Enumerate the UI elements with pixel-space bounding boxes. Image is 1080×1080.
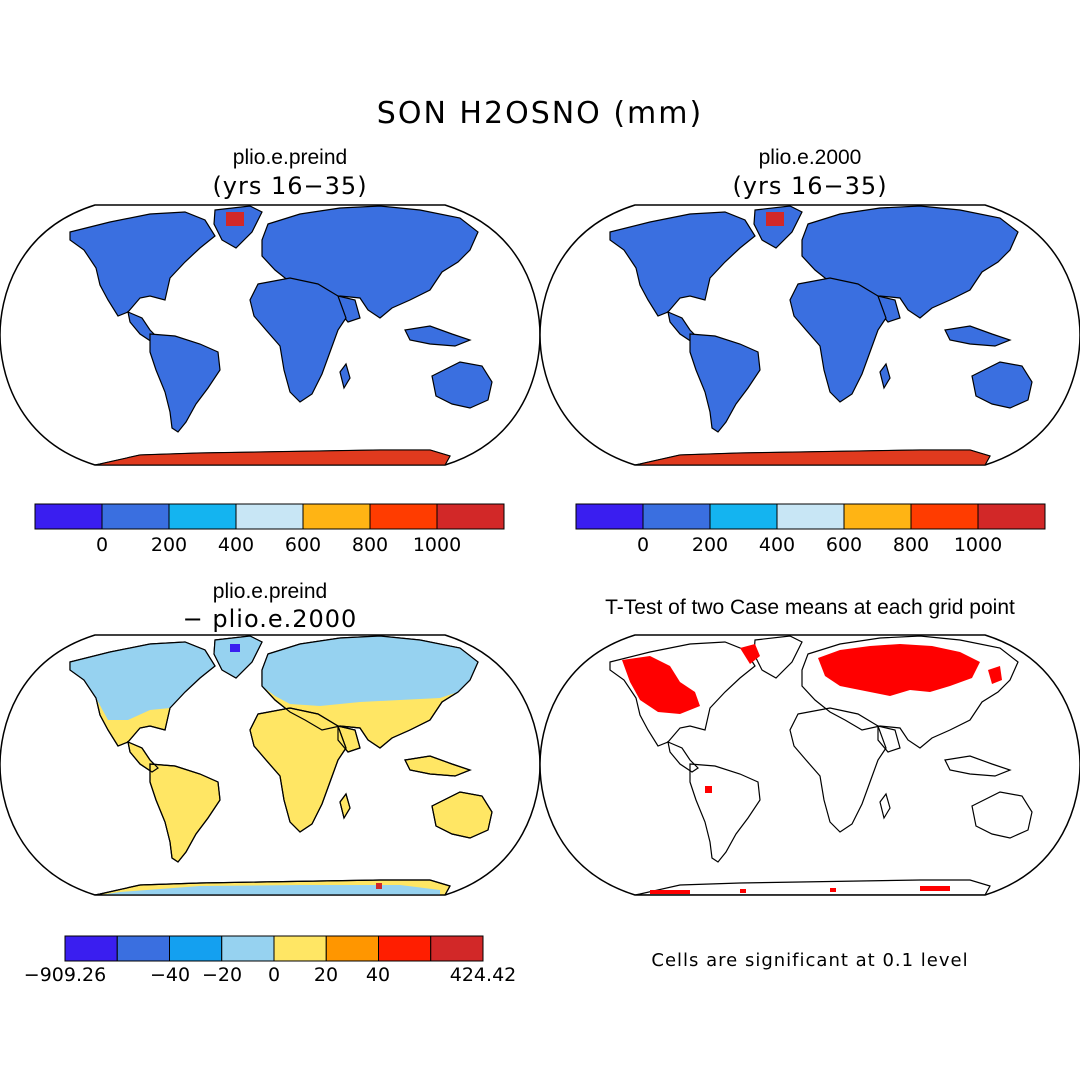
colorbar-swatch bbox=[235, 503, 304, 530]
colorbar-absolute-left bbox=[34, 503, 505, 530]
colorbar-tick-label: 1000 bbox=[412, 534, 462, 556]
panel1-map bbox=[0, 204, 541, 466]
greenland-high-snow bbox=[226, 212, 244, 226]
panel4-map bbox=[539, 634, 1080, 896]
greenland-negative-spot bbox=[230, 644, 240, 652]
panel2-title: plio.e.2000 bbox=[758, 146, 862, 169]
greenland-high-snow bbox=[766, 212, 784, 226]
colorbar-swatch bbox=[843, 503, 912, 530]
colorbar-tick-label: 600 bbox=[825, 534, 863, 556]
colorbar-swatch bbox=[169, 935, 223, 962]
colorbar-tick-label: −909.26 bbox=[23, 964, 107, 986]
colorbar-swatch bbox=[642, 503, 711, 530]
colorbar-tick-label: 400 bbox=[758, 534, 796, 556]
colorbar-tick-label: 424.42 bbox=[449, 964, 517, 986]
colorbar-tick-label: 200 bbox=[691, 534, 729, 556]
figure-title: SON H2OSNO (mm) bbox=[376, 96, 704, 131]
colorbar-swatch bbox=[369, 503, 438, 530]
colorbar-swatch bbox=[302, 503, 371, 530]
colorbar-swatch bbox=[378, 935, 432, 962]
colorbar-tick-label: 20 bbox=[313, 964, 339, 986]
significance-footnote: Cells are significant at 0.1 level bbox=[651, 950, 969, 971]
colorbar-swatch bbox=[325, 935, 379, 962]
colorbar-swatch bbox=[221, 935, 275, 962]
colorbar-tick-label: 800 bbox=[351, 534, 389, 556]
colorbar-tick-label: 800 bbox=[892, 534, 930, 556]
antarctic-positive-spot bbox=[376, 883, 382, 889]
colorbar-tick-label: 200 bbox=[150, 534, 188, 556]
colorbar-swatch bbox=[101, 503, 170, 530]
colorbar-swatch bbox=[34, 503, 103, 530]
colorbar-tick-label: 600 bbox=[284, 534, 322, 556]
colorbar-swatch bbox=[64, 935, 118, 962]
colorbar-tick-label: 0 bbox=[267, 964, 281, 986]
colorbar-tick-label: 40 bbox=[365, 964, 391, 986]
panel2-subtitle: (yrs 16−35) bbox=[732, 172, 888, 200]
panel2-map bbox=[539, 204, 1080, 466]
colorbar-swatch bbox=[273, 935, 327, 962]
colorbar-absolute-right bbox=[575, 503, 1046, 530]
panel4-title: T-Test of two Case means at each grid po… bbox=[605, 596, 1015, 619]
colorbar-tick-label: −20 bbox=[201, 964, 243, 986]
colorbar-swatch bbox=[116, 935, 170, 962]
colorbar-tick-label: 0 bbox=[636, 534, 650, 556]
panel3-subtitle: − plio.e.2000 bbox=[182, 605, 358, 633]
colorbar-tick-label: −40 bbox=[149, 964, 191, 986]
colorbar-swatch bbox=[977, 503, 1046, 530]
colorbar-difference bbox=[64, 935, 484, 962]
colorbar-swatch bbox=[430, 935, 484, 962]
panel3-map bbox=[0, 634, 541, 896]
panel1-title: plio.e.preind bbox=[232, 146, 348, 169]
significant-cells bbox=[622, 644, 1002, 894]
colorbar-tick-label: 400 bbox=[217, 534, 255, 556]
colorbar-swatch bbox=[776, 503, 845, 530]
colorbar-tick-label: 0 bbox=[95, 534, 109, 556]
colorbar-tick-label: 1000 bbox=[953, 534, 1003, 556]
colorbar-swatch bbox=[436, 503, 505, 530]
colorbar-swatch bbox=[168, 503, 237, 530]
panel1-subtitle: (yrs 16−35) bbox=[212, 172, 368, 200]
colorbar-swatch bbox=[910, 503, 979, 530]
panel3-title: plio.e.preind bbox=[212, 580, 328, 603]
colorbar-swatch bbox=[709, 503, 778, 530]
colorbar-swatch bbox=[575, 503, 644, 530]
